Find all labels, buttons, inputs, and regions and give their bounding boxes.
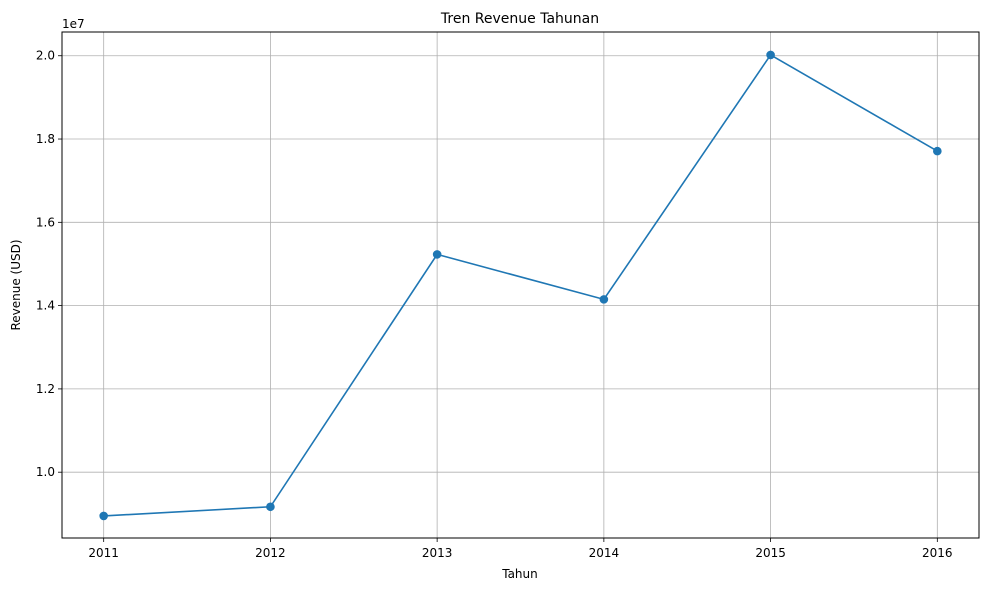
x-tick-label: 2013 [422, 546, 453, 560]
x-tick-label: 2014 [589, 546, 620, 560]
x-tick-label: 2016 [922, 546, 953, 560]
y-tick-label: 1.6 [36, 215, 55, 229]
y-tick-label: 1.4 [36, 299, 55, 313]
y-tick-label: 1.0 [36, 465, 55, 479]
data-point [266, 502, 275, 512]
data-point [599, 295, 609, 304]
x-tick-label: 2012 [255, 546, 286, 560]
y-axis-offset-label: 1e7 [62, 17, 85, 31]
y-axis-ticks: 1.0 1.2 1.4 1.6 1.8 2.0 [36, 49, 62, 479]
data-point [99, 511, 108, 521]
series-line [103, 53, 938, 517]
y-tick-label: 1.2 [36, 382, 55, 396]
series-revenue [99, 50, 942, 521]
y-axis-label: Revenue (USD) [9, 239, 23, 330]
plot-frame [61, 31, 980, 539]
data-point [432, 250, 442, 259]
grid [62, 32, 979, 538]
chart-title: Tren Revenue Tahunan [440, 11, 599, 27]
x-tick-label: 2011 [88, 546, 119, 560]
x-axis-ticks: 2011 2012 2013 2014 2015 2016 [88, 538, 953, 560]
y-tick-label: 1.8 [36, 132, 55, 146]
y-tick-label: 2.0 [36, 49, 55, 63]
data-point [933, 146, 942, 156]
x-axis-label: Tahun [501, 567, 538, 581]
x-tick-label: 2015 [755, 546, 786, 560]
data-point [766, 50, 775, 60]
